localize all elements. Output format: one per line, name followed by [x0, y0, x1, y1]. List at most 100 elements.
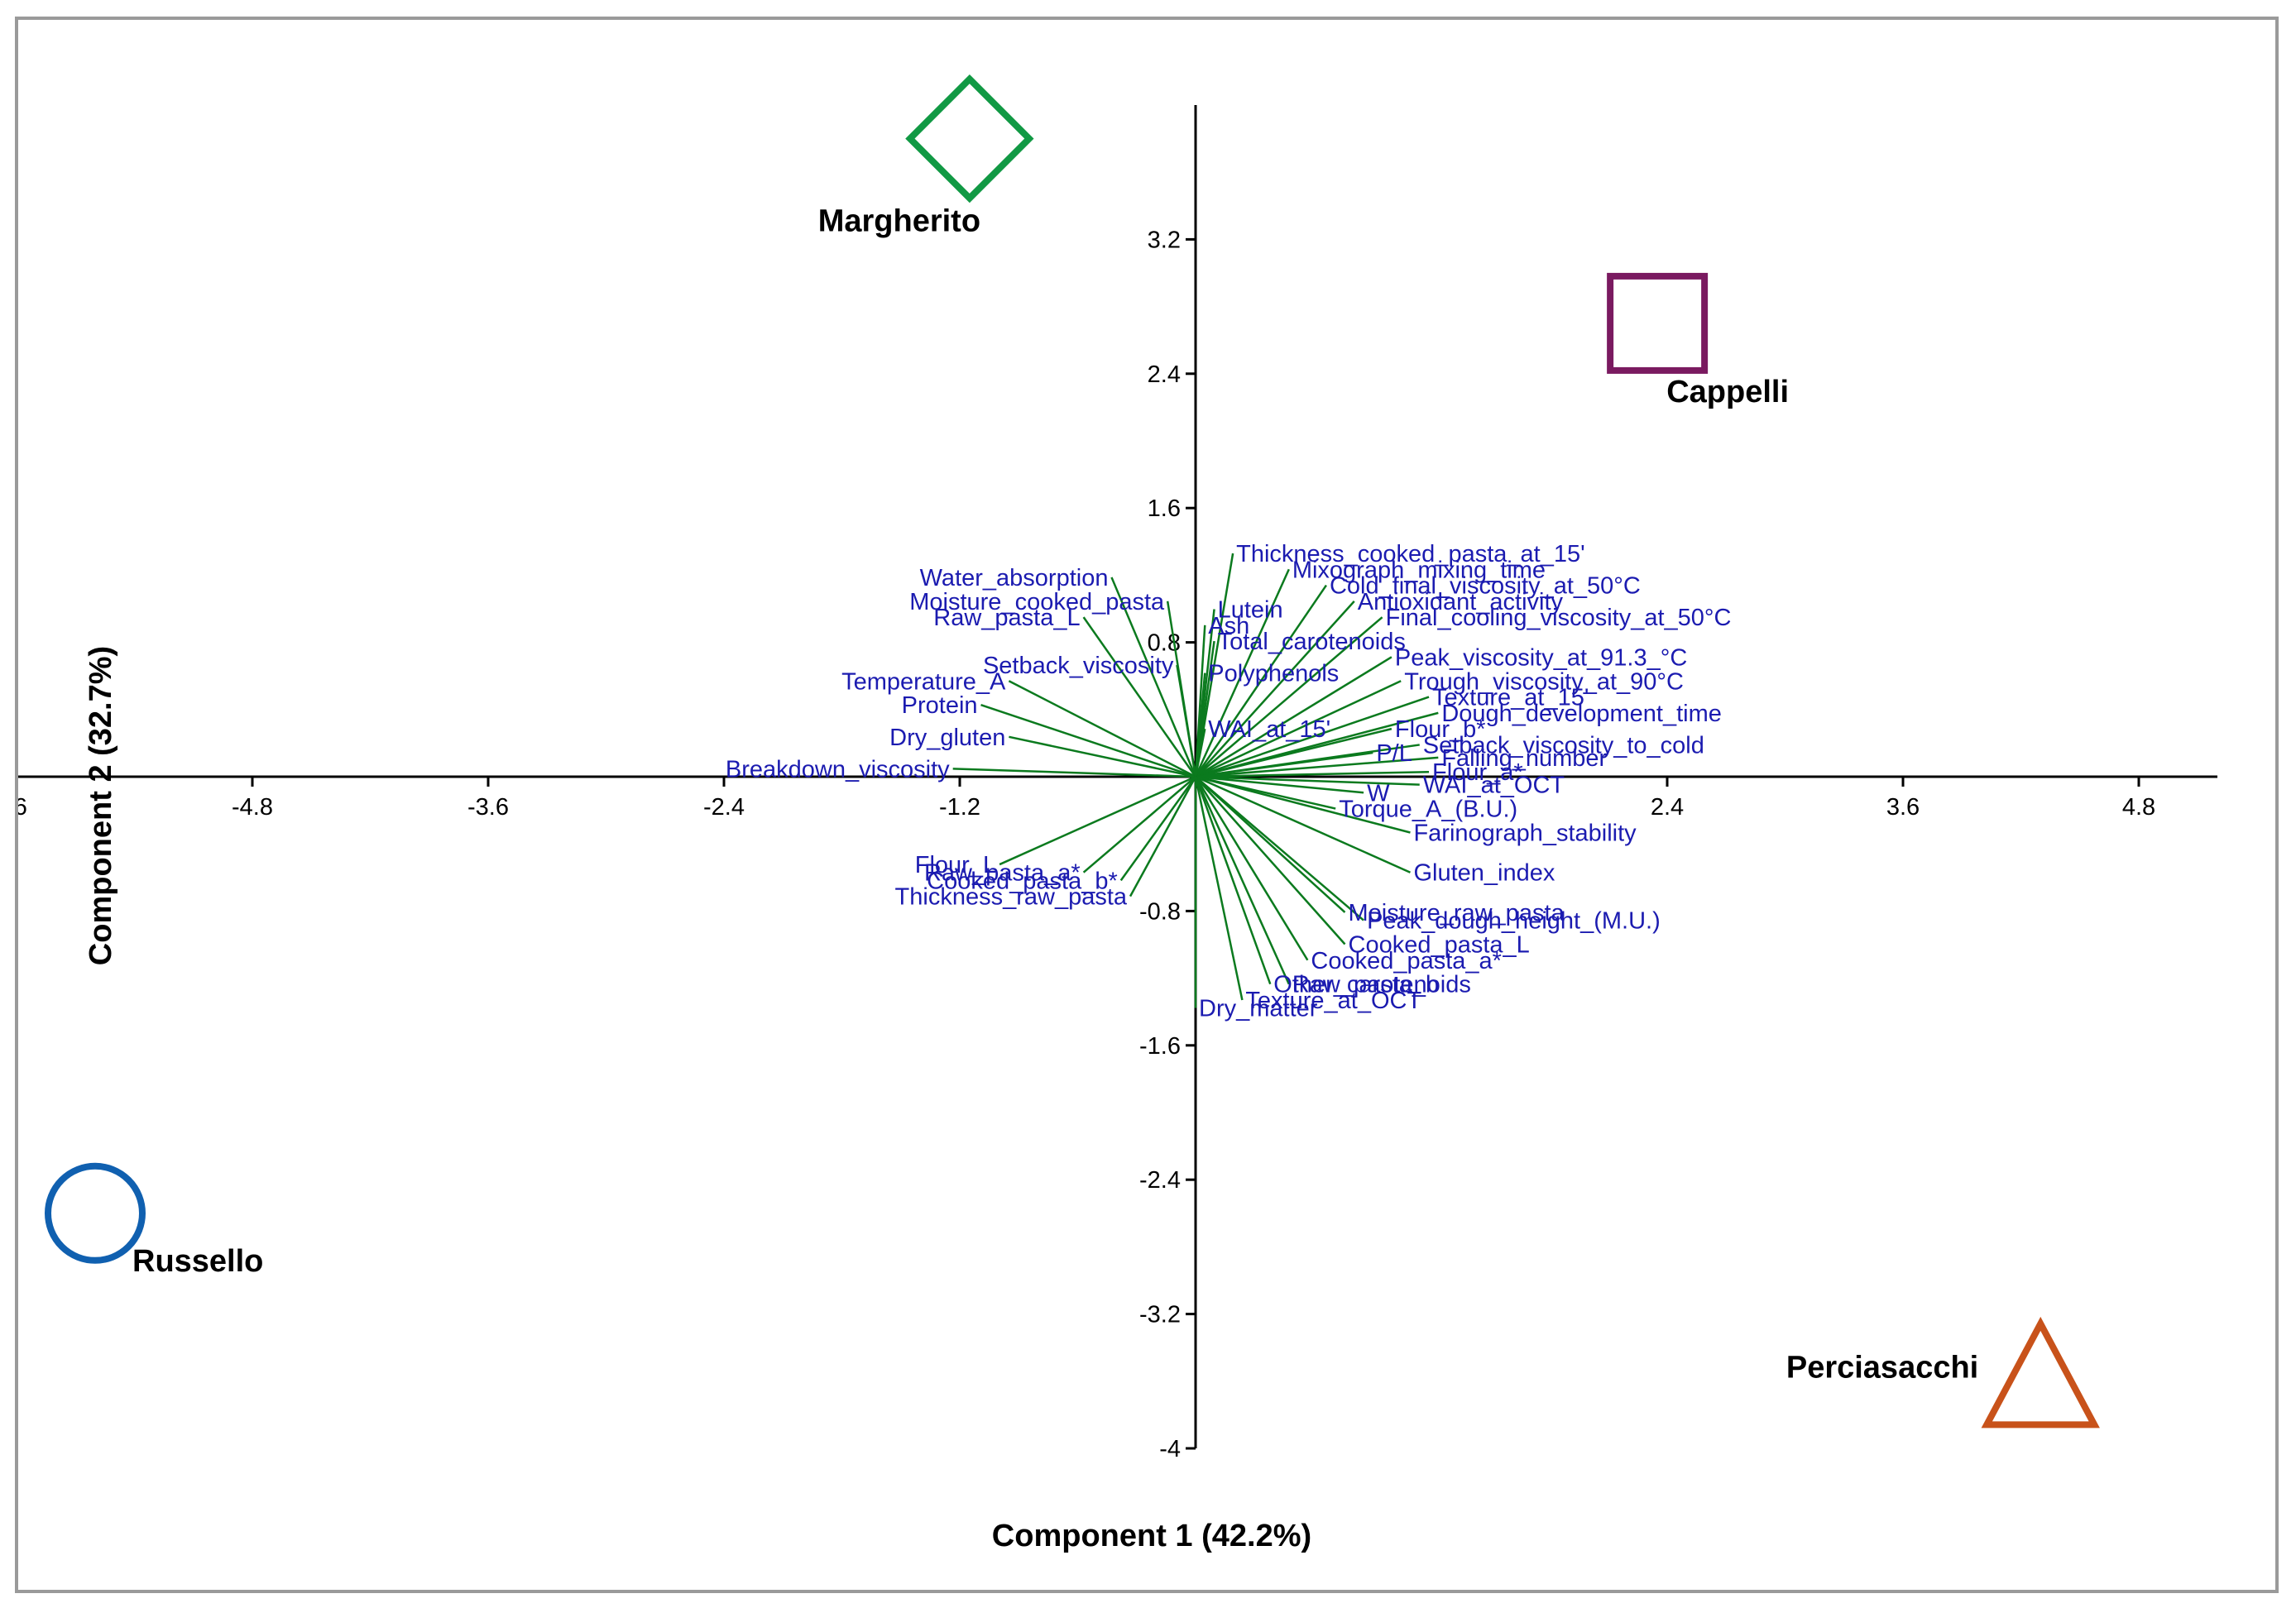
x-ticks: -6 -4.8 -3.6 -2.4 -1.2 2.4 3.6 4.8: [18, 777, 2155, 821]
x-tick-label: -4.8: [232, 794, 273, 821]
loading-label: Peak_viscosity_at_91.3_°C: [1395, 644, 1687, 671]
loading-vector: [1008, 680, 1196, 778]
loading-label: Flour_b*: [1395, 716, 1486, 743]
loading-label: Setback_viscosity: [983, 653, 1174, 679]
loading-label: Raw_pasta_a*: [924, 860, 1081, 887]
loading-label: WAI_at_15': [1208, 716, 1330, 743]
x-tick-label: -6: [18, 794, 27, 821]
loading-label: Setback_viscosity_to_cold: [1423, 732, 1704, 759]
loading-vector: [1194, 672, 1206, 778]
loading-label: Falling_number: [1441, 745, 1607, 772]
loading-vector: [980, 704, 1196, 778]
loading-vector: [1195, 756, 1439, 778]
loading-vector: [1195, 696, 1430, 778]
loading-label: Thickness_raw_pasta: [895, 884, 1128, 911]
y-tick-label: -3.2: [1139, 1302, 1181, 1328]
loading-vector: [952, 768, 1196, 778]
loading-vector: [1119, 776, 1197, 882]
loading-vector: [1194, 776, 1309, 961]
loading-vector: [1195, 775, 1420, 786]
loading-vector: [1195, 751, 1373, 778]
loading-label: W: [1367, 780, 1390, 806]
group-label: Russello: [132, 1244, 263, 1279]
loading-label: Moisture_raw_pasta: [1349, 900, 1565, 926]
y-tick-label: -0.8: [1139, 898, 1181, 925]
x-tick-label: 4.8: [2122, 794, 2155, 821]
loading-label: Temperature_A: [841, 668, 1006, 695]
loading-label: Breakdown_viscosity: [726, 756, 950, 782]
loading-vectors: [952, 553, 1439, 1008]
loading-label: Thickness_cooked_pasta_at_15': [1236, 541, 1585, 567]
y-tick-label: -1.6: [1139, 1033, 1181, 1060]
loading-vector: [999, 775, 1196, 866]
x-tick-label: 2.4: [1651, 794, 1684, 821]
x-tick-label: 3.6: [1886, 794, 1920, 821]
loading-label: Other_carotenoids: [1273, 972, 1471, 998]
y-tick-label: 3.2: [1148, 227, 1181, 253]
x-tick-label: -2.4: [703, 794, 745, 821]
loading-label: Flour_L: [915, 852, 996, 878]
loading-vector: [1194, 640, 1215, 778]
group-markers: Margherito Cappelli Russello Perciasacchi: [45, 74, 2100, 1429]
loading-vector: [1195, 680, 1402, 778]
loading-label: Torque_A_(B.U.): [1339, 797, 1517, 823]
loading-label: Antioxidant_activity: [1358, 589, 1564, 615]
loading-label: Flour_a*: [1432, 759, 1523, 786]
loading-vector: [1195, 727, 1392, 778]
loading-vector: [1195, 775, 1411, 873]
loading-label: Gluten_index: [1413, 860, 1555, 887]
loading-label: Texture_at_15': [1432, 685, 1589, 711]
loading-label: Cold_final_viscosity_at_50°C: [1330, 573, 1641, 600]
loading-labels: Thickness_cooked_pasta_at_15'Mixograph_m…: [726, 541, 1732, 1022]
loading-label: Dry_matter: [1199, 996, 1318, 1022]
loading-label: WAI_at_OCT: [1423, 773, 1565, 799]
loading-vector: [1195, 601, 1355, 778]
loading-vector: [1194, 584, 1327, 778]
x-axis-title: Component 1 (42.2%): [992, 1519, 1311, 1553]
loading-vector: [1194, 776, 1272, 985]
axes: [18, 105, 2217, 1448]
loading-label: Final_cooling_viscosity_at_50°C: [1386, 605, 1732, 631]
loading-label: Polyphenols: [1208, 661, 1339, 687]
loading-vector: [1129, 776, 1197, 897]
loading-label: Raw_pasta_L: [933, 605, 1080, 631]
loading-label: Cooked_pasta_b*: [927, 868, 1118, 894]
loading-vector: [1195, 776, 1346, 945]
y-tick-label: -2.4: [1139, 1167, 1181, 1194]
loading-label: Total_carotenoids: [1218, 629, 1406, 655]
loading-vector: [1176, 664, 1197, 778]
group-label: Margherito: [818, 204, 980, 239]
loading-label: Protein: [902, 692, 978, 719]
y-tick-label: -4: [1159, 1436, 1181, 1462]
loading-label: Water_absorption: [920, 565, 1109, 591]
loading-vector: [1195, 656, 1392, 778]
loading-vector: [1110, 577, 1197, 778]
group-marker-triangle: [1981, 1316, 2100, 1429]
loading-vector: [1082, 616, 1197, 778]
y-tick-label: 1.6: [1148, 495, 1181, 522]
loading-label: Raw_pasta_b: [1292, 972, 1439, 998]
y-axis-title: Component 2 (32.7%): [84, 646, 118, 965]
loading-vector: [1194, 776, 1290, 985]
y-tick-label: 2.4: [1148, 361, 1181, 388]
loading-label: Peak_dough_height_(M.U.): [1367, 908, 1661, 935]
group-marker-square: [1607, 272, 1709, 374]
loading-vector: [1194, 568, 1290, 778]
loading-label: Lutein: [1218, 597, 1283, 624]
loading-label: Ash: [1208, 613, 1249, 639]
loading-label: Trough_viscosity_at_90°C: [1404, 668, 1684, 695]
loading-label: Dry_gluten: [889, 725, 1005, 751]
x-tick-label: -3.6: [467, 794, 509, 821]
loading-vector: [1195, 776, 1364, 921]
loading-vector: [1195, 770, 1430, 778]
loading-label: P/L: [1376, 740, 1412, 767]
loading-vector: [1009, 735, 1196, 778]
group-marker-circle: [45, 1162, 146, 1264]
loading-label: Farinograph_stability: [1413, 820, 1637, 846]
loading-vector: [1194, 776, 1244, 1001]
loading-vector: [1194, 728, 1206, 778]
loading-label: Moisture_cooked_pasta: [909, 589, 1165, 615]
figure-frame: -6-4.8-3.6-2.4-1.22.43.64.8 3.22.41.60.8…: [15, 17, 2279, 1593]
loading-label: Cooked_pasta_L: [1349, 931, 1530, 958]
loading-vector: [1082, 776, 1196, 873]
